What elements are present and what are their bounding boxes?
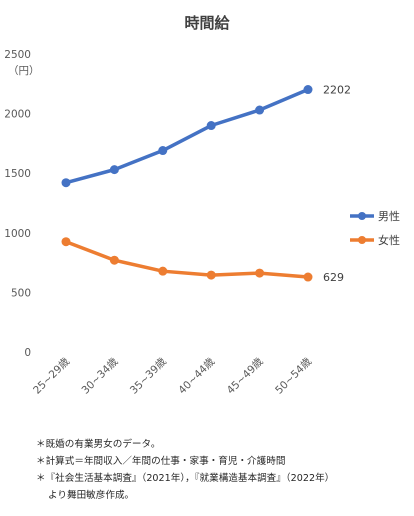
y-tick-label: 1500 bbox=[4, 168, 31, 180]
series-line bbox=[64, 87, 310, 185]
footnote-line: ＊既婚の有業男女のデータ。 bbox=[36, 439, 161, 450]
footnote-line: ＊計算式＝年間収入／年間の仕事・家事・育児・介護時間 bbox=[36, 456, 286, 467]
y-axis-unit-label: （円） bbox=[8, 65, 40, 77]
y-tick-label: 2500 bbox=[4, 49, 31, 61]
footnote-line: ＊『社会生活基本調査』（2021年），『就業構造基本調査』（2022年） bbox=[36, 473, 335, 484]
y-tick-label: 2000 bbox=[4, 109, 31, 121]
data-point bbox=[255, 268, 265, 278]
data-label: 2202 bbox=[323, 84, 351, 97]
x-tick-label: 45~49歳 bbox=[225, 355, 266, 396]
data-point bbox=[109, 255, 119, 265]
y-tick-label: 500 bbox=[11, 287, 31, 299]
data-point bbox=[61, 237, 71, 247]
series-line bbox=[64, 239, 310, 279]
data-point bbox=[206, 270, 216, 280]
data-point bbox=[158, 146, 168, 156]
y-tick-label: 1000 bbox=[4, 228, 31, 240]
legend-label: 女性 bbox=[378, 233, 400, 247]
data-point bbox=[303, 272, 313, 282]
legend-marker bbox=[358, 236, 366, 244]
legend-label: 男性 bbox=[378, 209, 400, 223]
footnotes: ＊既婚の有業男女のデータ。 ＊計算式＝年間収入／年間の仕事・家事・育児・介護時間… bbox=[36, 436, 334, 504]
data-point bbox=[206, 121, 216, 131]
x-tick-label: 40~44歳 bbox=[176, 355, 217, 396]
x-tick-label: 35~39歳 bbox=[128, 355, 169, 396]
data-point bbox=[109, 165, 119, 175]
x-tick-label: 50~54歳 bbox=[273, 355, 314, 396]
x-tick-label: 25~29歳 bbox=[31, 355, 72, 396]
data-point bbox=[255, 105, 265, 115]
data-point bbox=[158, 266, 168, 276]
footnote-line: より舞田敏彦作成。 bbox=[48, 490, 135, 501]
y-tick-label: 0 bbox=[24, 347, 31, 359]
x-tick-label: 30~34歳 bbox=[79, 355, 120, 396]
data-label: 629 bbox=[323, 271, 344, 284]
data-point bbox=[303, 85, 313, 95]
data-point bbox=[61, 178, 71, 188]
chart-title: 時間給 bbox=[184, 14, 230, 32]
legend-marker bbox=[358, 212, 366, 220]
